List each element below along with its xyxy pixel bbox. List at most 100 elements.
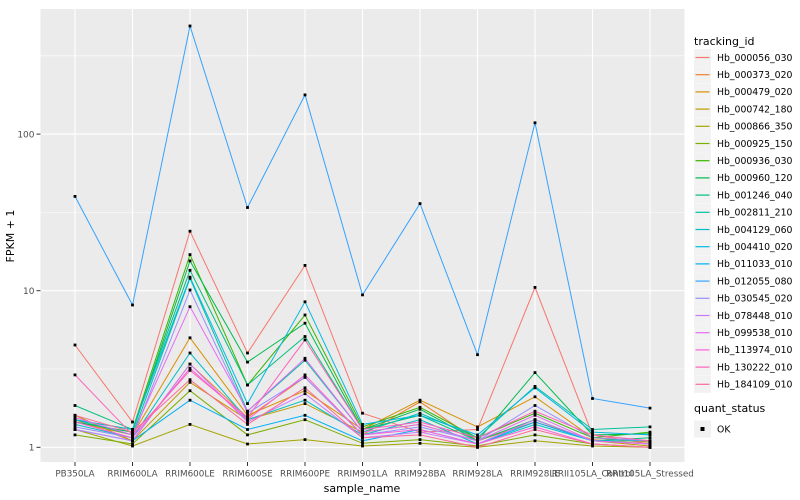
data-point xyxy=(361,439,364,443)
data-point xyxy=(418,413,422,417)
legend-item-label: Hb_002811_210 xyxy=(717,208,793,219)
data-point xyxy=(188,253,192,256)
data-point xyxy=(303,264,307,267)
data-point xyxy=(533,395,537,399)
x-tick-label: PB350LA xyxy=(55,470,94,480)
data-point xyxy=(188,229,192,233)
data-points xyxy=(73,24,652,449)
data-point xyxy=(361,411,364,415)
data-point xyxy=(533,418,537,422)
legend-item-Hb_184109_010: Hb_184109_010 xyxy=(694,375,793,393)
data-point xyxy=(476,436,479,440)
data-point xyxy=(591,439,594,443)
legend-quant-status-ok-label: OK xyxy=(717,425,731,436)
data-point xyxy=(246,418,249,422)
data-point xyxy=(533,371,537,374)
data-point xyxy=(418,411,422,415)
data-point xyxy=(303,300,307,304)
data-point xyxy=(648,406,652,410)
y-tick-label: 10 xyxy=(23,287,35,297)
data-point xyxy=(533,423,537,426)
y-tick-label: 1 xyxy=(29,444,35,454)
legend-item-label: Hb_099538_010 xyxy=(717,328,793,339)
data-point xyxy=(533,413,537,417)
data-point xyxy=(418,425,422,429)
legend-item-Hb_011033_010: Hb_011033_010 xyxy=(694,255,793,273)
data-point xyxy=(73,423,77,426)
x-tick-label: RRIM600PE xyxy=(280,470,330,480)
data-point xyxy=(246,206,249,209)
x-tick-label: RRIM928BA xyxy=(394,470,445,480)
legend-item-Hb_030545_020: Hb_030545_020 xyxy=(694,289,793,307)
data-point xyxy=(246,383,249,387)
data-point xyxy=(246,402,249,405)
data-point xyxy=(533,409,537,413)
data-point xyxy=(476,353,479,357)
data-point xyxy=(246,351,249,355)
data-point xyxy=(246,409,249,413)
data-point xyxy=(361,441,364,445)
legend-item-Hb_000925_150: Hb_000925_150 xyxy=(694,135,793,152)
legend-title-tracking-id: tracking_id xyxy=(694,35,755,48)
data-point xyxy=(418,438,422,441)
data-point xyxy=(73,195,77,198)
data-point xyxy=(591,428,594,431)
data-point xyxy=(188,369,192,372)
data-point xyxy=(73,404,77,407)
legend-quant-status xyxy=(694,420,711,438)
data-point xyxy=(533,420,537,424)
data-point xyxy=(188,305,192,309)
x-tick-label: RRIM928LA xyxy=(452,470,502,480)
x-axis-title: sample_name xyxy=(324,482,401,495)
data-point xyxy=(648,430,652,434)
data-point xyxy=(73,433,77,437)
generated-chart-content: 1 10 100 PB350LA RRIM600LA RRIM600LE RRIM600SE… xyxy=(17,9,793,480)
data-point xyxy=(361,444,364,448)
data-point xyxy=(303,93,307,97)
legend-item-label: Hb_000936_030 xyxy=(717,156,793,167)
data-point xyxy=(418,418,422,422)
data-point xyxy=(476,442,479,446)
legend-tracking-id: Hb_000056_030 Hb_000373_020 Hb_000479_020 H… xyxy=(694,49,793,393)
data-point xyxy=(303,321,307,325)
data-point xyxy=(361,293,364,297)
data-point xyxy=(303,389,307,393)
legend-item-label: Hb_004410_020 xyxy=(717,242,793,253)
data-point xyxy=(476,445,479,449)
data-point xyxy=(476,428,479,431)
legend-item-label: Hb_004129_060 xyxy=(717,225,793,236)
data-point xyxy=(188,351,192,355)
data-point xyxy=(188,336,192,340)
data-point xyxy=(303,438,307,441)
legend-title-quant-status: quant_status xyxy=(694,402,766,415)
legend-item-Hb_000936_030: Hb_000936_030 xyxy=(694,152,793,170)
data-point xyxy=(131,430,134,434)
legend-item-label: Hb_000056_030 xyxy=(717,53,793,64)
data-point xyxy=(246,411,249,415)
y-axis-title: FPKM + 1 xyxy=(4,210,17,263)
data-point xyxy=(418,441,422,445)
data-point xyxy=(188,259,192,263)
data-point xyxy=(418,430,422,434)
data-point xyxy=(476,439,479,443)
data-point xyxy=(73,373,77,377)
data-point xyxy=(246,433,249,437)
data-point xyxy=(418,398,422,402)
data-point xyxy=(303,335,307,338)
legend-item-Hb_002811_210: Hb_002811_210 xyxy=(694,203,793,221)
legend-item-label: Hb_078448_010 xyxy=(717,311,793,322)
legend-item-label: Hb_000866_350 xyxy=(717,122,793,133)
data-point xyxy=(533,286,537,289)
data-point xyxy=(418,428,422,431)
data-point xyxy=(131,436,134,440)
data-point xyxy=(648,445,652,449)
data-point xyxy=(533,411,537,415)
legend-item-label: Hb_000373_020 xyxy=(717,70,793,81)
legend-item-label: Hb_000479_020 xyxy=(717,87,793,98)
legend-item-label: Hb_000960_120 xyxy=(717,173,793,184)
data-point xyxy=(648,433,652,437)
data-point xyxy=(131,444,134,448)
data-point xyxy=(361,430,364,434)
x-tick-label: RRIM600LE xyxy=(165,470,215,480)
